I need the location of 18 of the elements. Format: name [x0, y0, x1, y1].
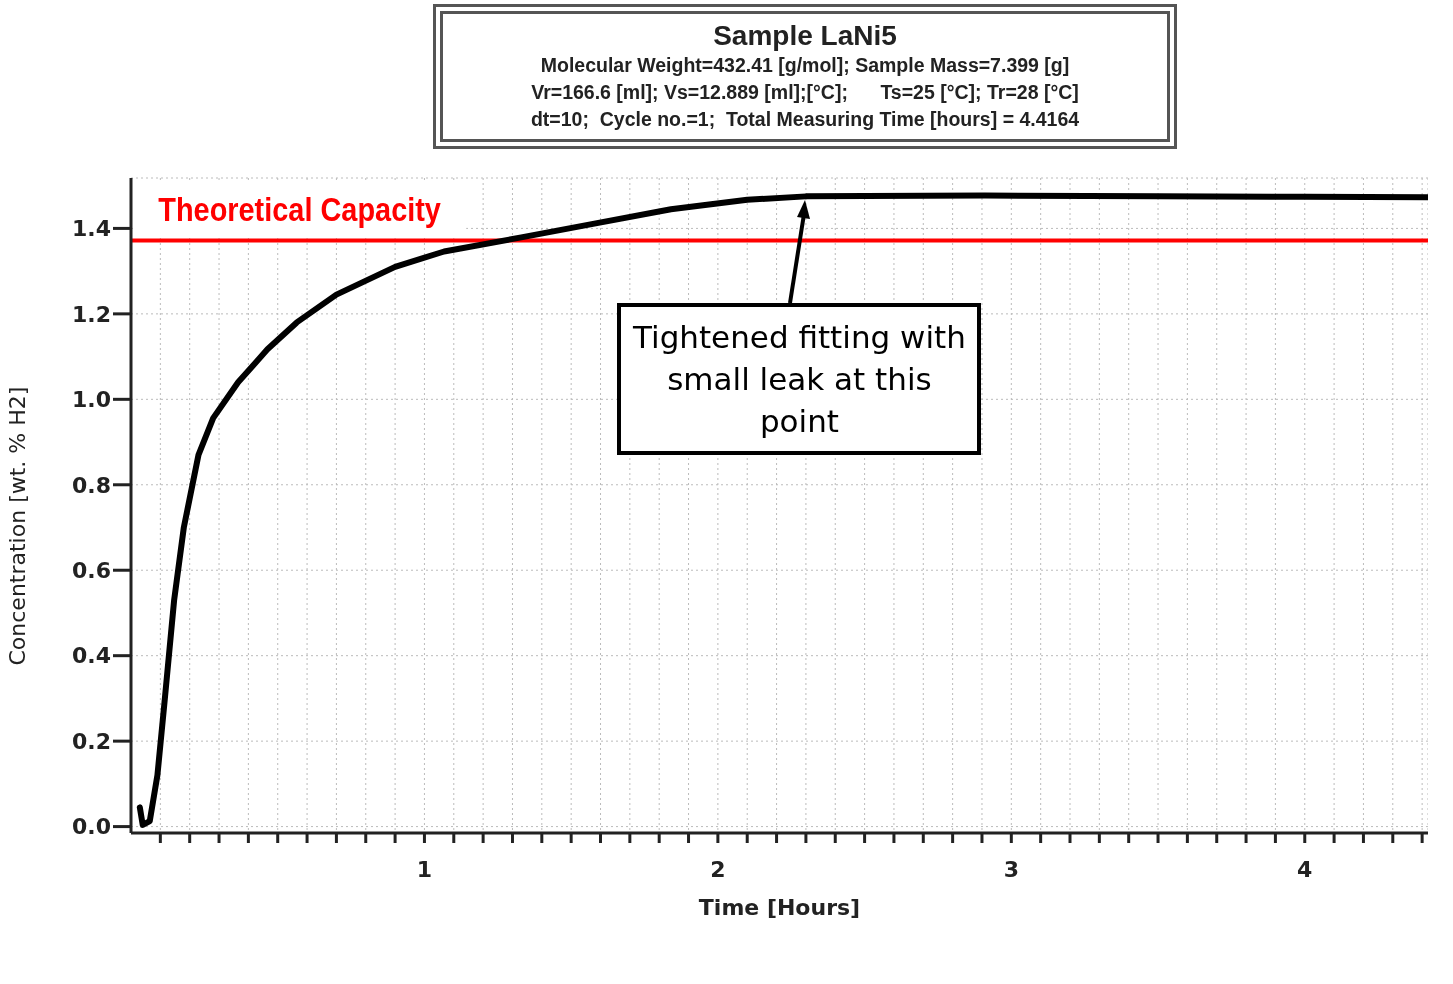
y-tick-label: 0.6	[72, 558, 111, 584]
x-tick-label: 2	[710, 856, 726, 882]
y-tick-label: 1.2	[72, 301, 111, 327]
y-tick-label: 0.2	[72, 728, 111, 754]
y-tick-label: 0.8	[72, 472, 111, 498]
callout-box: Tightened fitting with small leak at this point	[617, 303, 982, 456]
y-axis-title: Concentration [wt. % H2]	[4, 386, 30, 666]
x-tick-label: 1	[416, 856, 433, 882]
x-axis-title: Time [Hours]	[698, 895, 861, 920]
chart-title: Sample LaNi5	[712, 20, 898, 52]
y-tick-label: 0.0	[72, 814, 111, 840]
chart-subtitle: Molecular Weight=432.41 [g/mol]; Sample Mass=7.399 [g] Vr=166.6 [ml]; Vs=12.889 [ml];[°C]; Ts=25 [°C]; Tr=28 [°C] dt=10; Cycle no.=1; Total Measuring Time [hours] = 4.4164	[529, 53, 1081, 132]
y-tick-label: 1.4	[72, 216, 111, 242]
x-tick-label: 4	[1297, 856, 1313, 882]
y-tick-label: 1.0	[72, 387, 111, 413]
x-tick-label: 3	[1003, 856, 1019, 882]
ref-line-label: Theoretical Capacity	[133, 180, 467, 239]
y-tick-label: 0.4	[72, 643, 111, 669]
